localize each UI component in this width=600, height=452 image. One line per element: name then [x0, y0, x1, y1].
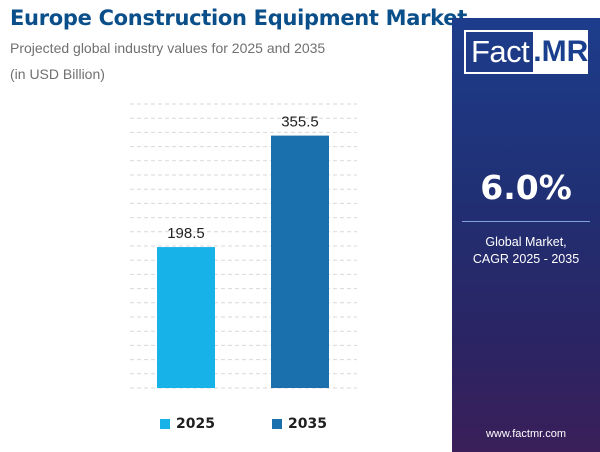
legend-swatch-2035	[272, 419, 282, 429]
cagr-label-line2: CAGR 2025 - 2035	[472, 252, 580, 266]
data-labels: 198.5 355.5	[167, 114, 319, 242]
divider	[462, 221, 590, 222]
factmr-logo: Fact .MR	[464, 30, 589, 74]
cagr-label-line1: Global Market,	[485, 235, 567, 249]
data-label-2025: 198.5	[167, 225, 205, 242]
bar-2035	[271, 135, 329, 388]
cagr-label: Global Market, CAGR 2025 - 2035	[452, 234, 600, 268]
website-link[interactable]: www.factmr.com	[485, 428, 567, 440]
chart-subtitle: Projected global industry values for 202…	[10, 40, 326, 56]
cagr-value: 6.0%	[480, 168, 572, 207]
bar-chart: 198.5 355.5	[130, 103, 357, 389]
chart-title: Europe Construction Equipment Market	[10, 6, 467, 30]
data-label-2035: 355.5	[281, 114, 319, 131]
legend-label-2035: 2035	[288, 416, 327, 432]
logo-text-fact: Fact	[471, 34, 530, 69]
logo-text-mr: .MR	[533, 32, 589, 72]
chart-unit: (in USD Billion)	[10, 66, 105, 82]
cagr-panel: Fact .MR 6.0% Global Market, CAGR 2025 -…	[452, 18, 600, 452]
bars	[157, 135, 329, 388]
bar-2025	[157, 247, 215, 388]
legend-label-2025: 2025	[176, 416, 215, 432]
legend-swatch-2025	[160, 419, 170, 429]
legend-item-2025: 2025	[160, 414, 215, 434]
legend-item-2035: 2035	[272, 414, 327, 434]
